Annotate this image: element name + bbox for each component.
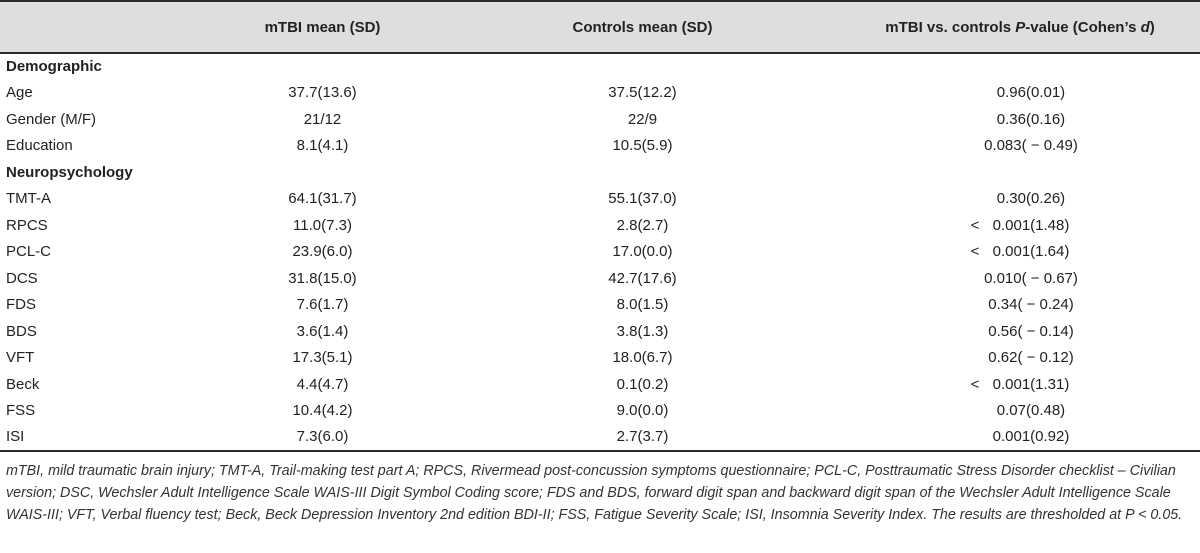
row-label: Age xyxy=(6,84,33,102)
pvalue-cell: 0.56( − 0.14) xyxy=(840,318,1200,345)
table-footnote: mTBI, mild traumatic brain injury; TMT-A… xyxy=(6,463,1183,523)
row-label: Beck xyxy=(6,375,40,393)
mtbi-value: 3.6(1.4) xyxy=(296,322,349,340)
pvalue-text: 0.001(1.31) xyxy=(992,375,1070,393)
table-row: Gender (M/F) 21/12 22/9 0.36(0.16) xyxy=(0,106,1200,133)
pvalue-text: 0.07(0.48) xyxy=(996,402,1066,420)
controls-value: 55.1(37.0) xyxy=(608,190,677,208)
less-than-sign: < xyxy=(970,375,980,393)
pvalue-text: 0.62( − 0.12) xyxy=(988,349,1074,367)
mtbi-value: 8.1(4.1) xyxy=(296,137,349,155)
section-row: Neuropsychology xyxy=(0,159,1200,186)
controls-value: 10.5(5.9) xyxy=(612,137,673,155)
mtbi-value: 7.6(1.7) xyxy=(296,296,349,314)
row-label: PCL-C xyxy=(6,243,52,261)
row-label: ISI xyxy=(0,424,200,452)
table-row: Beck 4.4(4.7) 0.1(0.2) <0.001(1.31) xyxy=(0,371,1200,398)
pvalue-cell: 0.07(0.48) xyxy=(840,398,1200,425)
pvalue-cell: 0.62( − 0.12) xyxy=(840,345,1200,372)
pvalue-text: 0.96(0.01) xyxy=(996,84,1066,102)
row-label: FSS xyxy=(6,402,36,420)
table-row: BDS 3.6(1.4) 3.8(1.3) 0.56( − 0.14) xyxy=(0,318,1200,345)
table-row: Education 8.1(4.1) 10.5(5.9) 0.083( − 0.49) xyxy=(0,133,1200,160)
controls-value: 22/9 xyxy=(627,110,658,128)
header-mtbi: mTBI mean (SD) xyxy=(200,0,445,54)
controls-value: 2.7(3.7) xyxy=(445,424,840,452)
controls-value: 37.5(12.2) xyxy=(608,84,677,102)
row-label: BDS xyxy=(6,322,37,340)
section-title: Neuropsychology xyxy=(6,163,133,181)
results-table: mTBI mean (SD) Controls mean (SD) mTBI v… xyxy=(0,0,1200,452)
mtbi-value: 64.1(31.7) xyxy=(288,190,357,208)
less-than-sign: < xyxy=(970,216,980,234)
table-row: RPCS 11.0(7.3) 2.8(2.7) <0.001(1.48) xyxy=(0,212,1200,239)
pvalue-text: 0.34( − 0.24) xyxy=(988,296,1074,314)
mtbi-value: 23.9(6.0) xyxy=(292,243,353,261)
pvalue-cell: 0.083( − 0.49) xyxy=(840,133,1200,160)
pvalue-text: 0.30(0.26) xyxy=(996,190,1066,208)
controls-value: 2.8(2.7) xyxy=(616,216,669,234)
row-label: Gender (M/F) xyxy=(6,110,97,128)
section-row: Demographic xyxy=(0,53,1200,80)
row-label: TMT-A xyxy=(6,190,51,208)
table-body: Demographic Age 37.7(13.6) 37.5(12.2) 0.96(0… xyxy=(0,53,1200,452)
mtbi-value: 11.0(7.3) xyxy=(293,216,352,234)
mtbi-value: 7.3(6.0) xyxy=(200,424,445,452)
pvalue-cell: 0.30(0.26) xyxy=(840,186,1200,213)
header-controls: Controls mean (SD) xyxy=(445,0,840,54)
row-label: FDS xyxy=(6,296,36,314)
controls-value: 8.0(1.5) xyxy=(616,296,669,314)
controls-value: 18.0(6.7) xyxy=(612,349,673,367)
pvalue-cell: 0.34( − 0.24) xyxy=(840,292,1200,319)
pvalue-cell: <0.001(1.64) xyxy=(840,239,1200,266)
table-row: VFT 17.3(5.1) 18.0(6.7) 0.62( − 0.12) xyxy=(0,345,1200,372)
section-title: Demographic xyxy=(6,58,102,76)
controls-value: 3.8(1.3) xyxy=(616,322,669,340)
table-row: TMT-A 64.1(31.7) 55.1(37.0) 0.30(0.26) xyxy=(0,186,1200,213)
pvalue-text: 0.56( − 0.14) xyxy=(988,322,1074,340)
mtbi-value: 17.3(5.1) xyxy=(292,349,353,367)
header-pvalue: mTBI vs. controls P-value (Cohen’s d) xyxy=(840,0,1200,54)
pvalue-cell: <0.001(1.31) xyxy=(840,371,1200,398)
pvalue-cell: 0.96(0.01) xyxy=(840,80,1200,107)
mtbi-value: 4.4(4.7) xyxy=(296,375,349,393)
pvalue-cell: 0.010( − 0.67) xyxy=(840,265,1200,292)
mtbi-value: 10.4(4.2) xyxy=(292,402,353,420)
controls-value: 17.0(0.0) xyxy=(612,243,673,261)
mtbi-value: 21/12 xyxy=(303,110,342,128)
header-blank xyxy=(0,0,200,54)
pvalue-text: 0.010( − 0.67) xyxy=(984,269,1078,287)
table-row: DCS 31.8(15.0) 42.7(17.6) 0.010( − 0.67) xyxy=(0,265,1200,292)
mtbi-value: 37.7(13.6) xyxy=(288,84,357,102)
table-row: Age 37.7(13.6) 37.5(12.2) 0.96(0.01) xyxy=(0,80,1200,107)
pvalue-text: 0.001(1.48) xyxy=(992,216,1070,234)
pvalue-cell: 0.001(0.92) xyxy=(840,424,1200,452)
table-row: PCL-C 23.9(6.0) 17.0(0.0) <0.001(1.64) xyxy=(0,239,1200,266)
row-label: VFT xyxy=(6,349,35,367)
pvalue-cell: 0.36(0.16) xyxy=(840,106,1200,133)
controls-value: 0.1(0.2) xyxy=(616,375,669,393)
pvalue-text: 0.083( − 0.49) xyxy=(984,137,1078,155)
controls-value: 9.0(0.0) xyxy=(616,402,669,420)
pvalue-text: 0.36(0.16) xyxy=(996,110,1066,128)
row-label: Education xyxy=(6,137,73,155)
row-label: RPCS xyxy=(6,216,48,234)
controls-value: 42.7(17.6) xyxy=(608,269,677,287)
table-row: FDS 7.6(1.7) 8.0(1.5) 0.34( − 0.24) xyxy=(0,292,1200,319)
mtbi-value: 31.8(15.0) xyxy=(288,269,357,287)
table-header-row: mTBI mean (SD) Controls mean (SD) mTBI v… xyxy=(0,0,1200,54)
pvalue-text: 0.001(0.92) xyxy=(992,428,1070,446)
row-label: DCS xyxy=(6,269,38,287)
pvalue-text: 0.001(1.64) xyxy=(992,243,1070,261)
pvalue-cell: <0.001(1.48) xyxy=(840,212,1200,239)
less-than-sign: < xyxy=(970,243,980,261)
table-row: ISI 7.3(6.0) 2.7(3.7) 0.001(0.92) xyxy=(0,424,1200,452)
table-row: FSS 10.4(4.2) 9.0(0.0) 0.07(0.48) xyxy=(0,398,1200,425)
